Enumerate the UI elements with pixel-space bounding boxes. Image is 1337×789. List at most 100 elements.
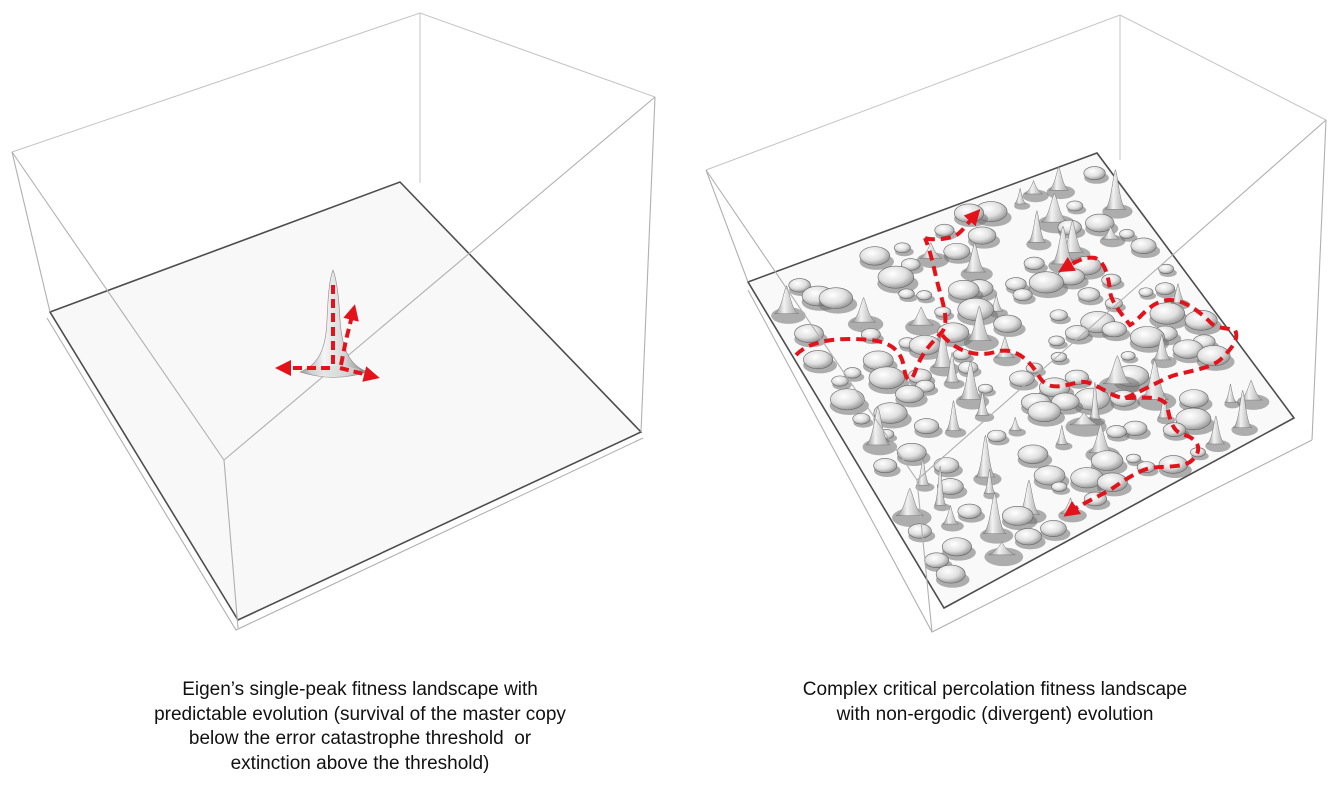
surface-hill [803, 350, 837, 374]
surface-hill [1138, 287, 1157, 300]
surface-hill [873, 458, 901, 477]
percolation-path-main [794, 237, 948, 382]
percolation-path-right-loop [1058, 255, 1239, 400]
surface-hill [1023, 256, 1048, 274]
surface-hill [1149, 302, 1190, 330]
surface-hill [916, 290, 935, 304]
surface-hill [1090, 450, 1128, 476]
surface-hill [1017, 444, 1053, 469]
surface-hill [877, 265, 919, 294]
surface-hill [952, 348, 974, 364]
surface-hill [1224, 383, 1241, 409]
surface-hill [1050, 351, 1070, 366]
percolation-path-middle [940, 333, 1201, 517]
surface-hill [973, 434, 1002, 486]
surface-hill [907, 523, 936, 543]
left-box-back-edges [11, 12, 656, 183]
surface-hill [1083, 166, 1109, 184]
caption-single-peak: Eigen’s single-peak fitness landscape wi… [90, 678, 630, 776]
surface-hill [847, 296, 884, 333]
surface-hill [979, 492, 1014, 544]
caption-line: Complex critical percolation fitness lan… [802, 679, 1188, 700]
surface-hill [957, 503, 986, 523]
surface-hill [1051, 481, 1071, 495]
surface-hill [1012, 288, 1036, 305]
surface-hill [898, 288, 918, 303]
path-up-right [339, 304, 359, 366]
surface-hill [993, 314, 1026, 337]
surface-hill [1231, 389, 1258, 437]
surface-hill [1048, 335, 1068, 350]
surface-hill [831, 375, 852, 390]
surface-hill [1066, 200, 1087, 215]
left-box-front-edges [11, 96, 656, 631]
surface-hill [987, 429, 1010, 446]
surface-hill [1008, 416, 1026, 437]
surface-hill [873, 402, 912, 429]
surface-hill [895, 385, 928, 408]
surface-hill [1077, 287, 1104, 306]
surface-hill [1040, 520, 1071, 541]
surface-hill [1120, 351, 1139, 364]
surface-hill [943, 351, 965, 390]
surface-hill [984, 541, 1024, 567]
caption-line: with non-ergodic (divergent) evolution [836, 703, 1154, 725]
surface-hill [1102, 169, 1133, 219]
surface-hill [859, 246, 894, 270]
surface-hill [829, 388, 869, 415]
percolation-path-branch-top [924, 209, 981, 242]
caption-line: predictable evolution (survival of the m… [154, 703, 566, 725]
surface-hill [1158, 263, 1177, 277]
surface-hill [1022, 179, 1049, 203]
surface-hill [1150, 333, 1177, 369]
surface-hill [941, 537, 976, 561]
surface-hill [818, 287, 858, 314]
evolution-paths-right [794, 209, 1239, 517]
surface-hill [1049, 309, 1071, 325]
surface-hill [944, 399, 967, 438]
right-box-front-edges [705, 119, 1327, 633]
surface-hill [937, 478, 968, 499]
surface-hill [1027, 401, 1066, 427]
caption-percolation: Complex critical percolation fitness lan… [730, 678, 1260, 727]
surface-hill [1028, 271, 1069, 299]
right-box-back-edges [705, 14, 1327, 171]
surface-hill [1026, 209, 1052, 251]
surface-hill [843, 367, 865, 382]
surface-hill [940, 504, 964, 532]
surface-hill [1205, 415, 1231, 453]
caption-line: Eigen’s single-peak fitness landscape wi… [182, 679, 538, 700]
surface-hill [974, 390, 995, 422]
caption-line: extinction above the threshold) [230, 752, 490, 774]
surface-hill [1099, 225, 1126, 248]
single-peak-landscape [11, 12, 656, 631]
surface-hill [960, 242, 993, 282]
evolution-paths-left [275, 285, 380, 382]
surface-hill [893, 242, 914, 257]
surface-hill [1014, 528, 1046, 550]
surface-hill [905, 306, 942, 336]
left-landscape-floor [48, 181, 643, 622]
path-right [339, 366, 380, 382]
surface-hill [935, 564, 970, 588]
surface-hill [1065, 411, 1107, 437]
surface-hill [1155, 282, 1179, 299]
percolation-landscape [705, 14, 1327, 633]
surface-hill [794, 324, 828, 348]
surface-hill [963, 305, 999, 351]
surface-hill [943, 242, 974, 264]
surface-hill [1014, 188, 1031, 210]
surface-hill [852, 413, 874, 428]
surface-hill [1101, 321, 1131, 342]
surface-hill [771, 285, 806, 324]
surface-hill [913, 418, 943, 439]
surface-hill [1098, 355, 1140, 396]
surface-hill [1106, 425, 1131, 442]
caption-line: below the error catastrophe threshold or [188, 728, 532, 749]
surface-hill [1064, 325, 1093, 345]
surface-hill [862, 406, 898, 456]
surface-hill [1179, 389, 1213, 413]
surface-hill [1130, 237, 1161, 258]
surface-hill [967, 226, 1001, 249]
